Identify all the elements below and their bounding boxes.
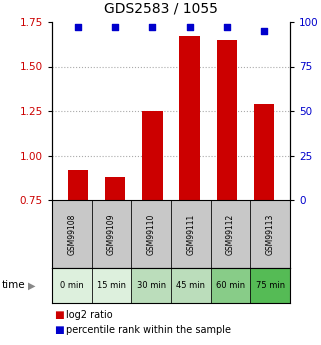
- Text: 30 min: 30 min: [137, 281, 166, 290]
- Bar: [92, 268, 131, 303]
- Bar: [179, 36, 200, 200]
- Text: 0 min: 0 min: [60, 281, 84, 290]
- Bar: [250, 268, 290, 303]
- Bar: [171, 268, 211, 303]
- Text: log2 ratio: log2 ratio: [66, 310, 113, 320]
- Point: [150, 24, 155, 30]
- Text: 45 min: 45 min: [176, 281, 205, 290]
- Bar: [211, 268, 250, 303]
- Bar: [92, 200, 131, 268]
- Text: ▶: ▶: [28, 280, 36, 290]
- Bar: [211, 200, 250, 268]
- Point: [224, 24, 229, 30]
- Bar: [142, 111, 163, 200]
- Text: GSM99112: GSM99112: [226, 213, 235, 255]
- Text: GSM99108: GSM99108: [67, 213, 76, 255]
- Bar: [131, 268, 171, 303]
- Text: GSM99109: GSM99109: [107, 213, 116, 255]
- Bar: [52, 268, 92, 303]
- Point: [75, 24, 81, 30]
- Text: 75 min: 75 min: [256, 281, 285, 290]
- Text: GDS2583 / 1055: GDS2583 / 1055: [104, 2, 217, 16]
- Text: GSM99111: GSM99111: [186, 213, 195, 255]
- Point: [261, 28, 266, 34]
- Bar: [217, 40, 237, 200]
- Text: percentile rank within the sample: percentile rank within the sample: [66, 325, 231, 335]
- Text: GSM99110: GSM99110: [147, 213, 156, 255]
- Bar: [105, 177, 126, 200]
- Bar: [52, 200, 92, 268]
- Text: ■: ■: [54, 310, 64, 320]
- Text: ■: ■: [54, 325, 64, 335]
- Bar: [68, 170, 88, 200]
- Point: [187, 24, 192, 30]
- Bar: [250, 200, 290, 268]
- Bar: [254, 104, 274, 200]
- Text: time: time: [2, 280, 26, 290]
- Text: 60 min: 60 min: [216, 281, 245, 290]
- Text: 15 min: 15 min: [97, 281, 126, 290]
- Text: GSM99113: GSM99113: [266, 213, 275, 255]
- Point: [113, 24, 118, 30]
- Bar: [171, 200, 211, 268]
- Bar: [131, 200, 171, 268]
